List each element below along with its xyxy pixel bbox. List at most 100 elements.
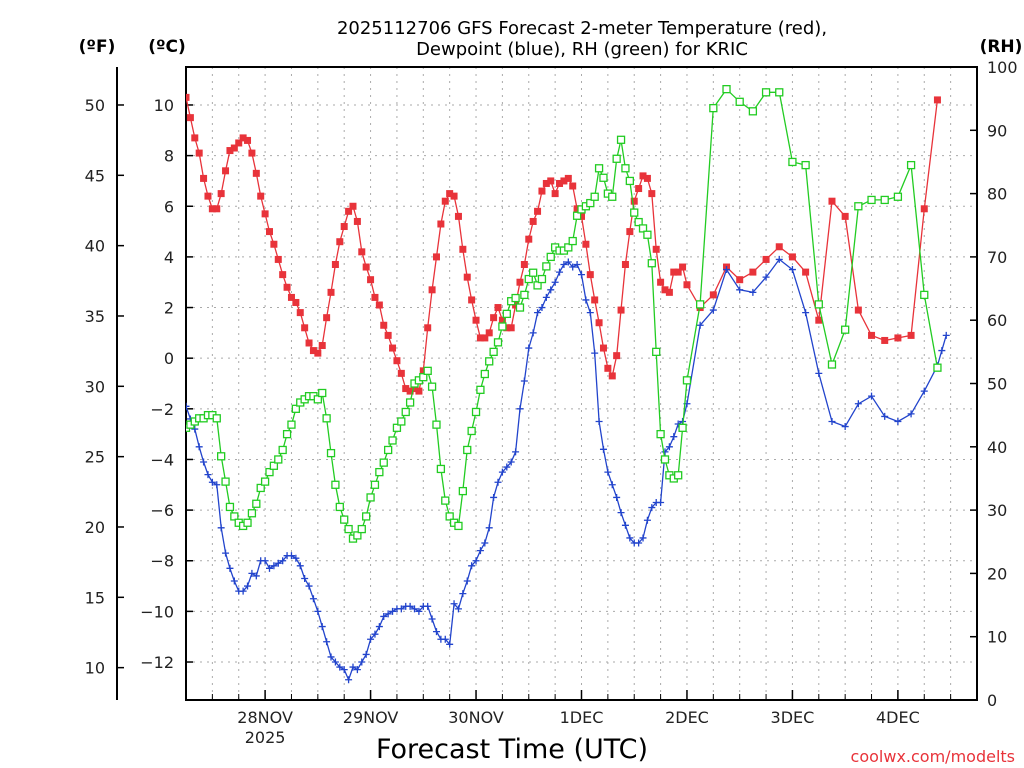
temperature-point [371,293,379,301]
temperature-point [788,253,796,261]
dewpoint-point [560,260,568,268]
dewpoint-point [265,564,273,572]
temperature-point [301,324,309,332]
temperature-point [802,268,810,276]
rh-point [454,521,463,531]
temperature-point [432,253,440,261]
series-plus [186,255,950,684]
rh-point [599,173,608,182]
rh-point [252,499,261,508]
dewpoint-point [556,268,564,276]
temperature-point [591,296,599,304]
temperature-point [595,319,603,327]
temperature-point [340,223,348,231]
dewpoint-point [828,417,836,425]
rh-point [362,512,371,521]
rh-point [674,471,683,480]
source-credit: coolwx.com/modelts [851,747,1015,766]
temperature-point [287,293,295,301]
dewpoint-point [305,582,313,590]
dewpoint-point [472,557,480,565]
rh-point [893,192,903,201]
temperature-point [643,174,651,182]
series-line [186,97,939,393]
unit-label-fahrenheit: (ºF) [79,37,116,57]
time-tick-label: 30NOV [448,708,504,727]
dewpoint-point [481,539,489,547]
dewpoint-point [380,612,388,620]
unit-label-rh: (RH) [980,37,1023,57]
temperature-point [226,147,234,155]
rh-point [647,259,656,268]
temperature-point [586,271,594,279]
rh-point [335,502,344,512]
celsius-tick-label: 10 [154,96,174,115]
temperature-point [494,304,502,312]
temperature-point [604,364,612,372]
temperature-point [318,342,326,350]
rh-point [568,236,577,246]
rh-point [269,461,279,470]
dewpoint-point [881,412,889,420]
rh-point [322,414,331,423]
rh-point [397,417,406,426]
temperature-point [323,314,331,322]
rh-point [379,458,388,467]
dewpoint-point [353,666,361,674]
temperature-point [894,334,902,342]
time-tick-label: 4DEC [876,708,920,727]
rh-point [801,160,810,170]
celsius-tick-label: −6 [150,501,174,520]
series-filled-square [186,93,941,395]
dewpoint-point [336,663,344,671]
dewpoint-point [547,286,555,294]
temperature-point [200,174,208,182]
rh-point [467,426,476,436]
time-tick-label: 2DEC [665,708,709,727]
dewpoint-point [564,258,572,266]
temperature-point [736,276,744,284]
fahrenheit-tick-label: 45 [85,166,105,185]
temperature-point [309,347,317,355]
rh-point [709,103,718,113]
dewpoint-point [432,628,440,636]
rh-point [867,195,876,205]
dewpoint-point [595,417,603,425]
temperature-point [463,273,471,281]
rh-point [625,176,634,186]
temperature-point [257,192,265,200]
temperature-point [626,228,634,236]
temperature-point [230,144,238,152]
temperature-point [191,134,199,142]
rh-point [493,338,503,347]
rh-tick-label: 30 [987,501,1007,520]
fahrenheit-tick-label: 50 [85,96,105,115]
dewpoint-point [397,605,405,613]
rh-point [533,281,542,290]
temperature-point [397,369,405,377]
rh-point [370,480,380,489]
temperature-point [481,334,489,342]
rh-point [221,477,230,486]
celsius-tick-label: −12 [140,653,174,672]
rh-point [489,347,498,357]
rh-tick-label: 60 [987,311,1007,330]
rh-point [313,395,322,404]
dewpoint-point [371,630,379,638]
dewpoint-point [512,448,520,456]
rh-tick-label: 100 [987,58,1018,77]
temperature-point [679,263,687,271]
temperature-point [547,177,555,185]
rh-point [256,483,265,493]
rh-point [230,512,239,521]
dewpoint-point [599,445,607,453]
dewpoint-point [441,635,449,643]
temperature-point [525,235,533,243]
temperature-point [428,286,436,294]
temperature-point [621,260,629,268]
celsius-tick-label: −2 [150,400,174,419]
rh-point [405,398,415,407]
temperature-point [384,331,392,339]
chart-title-line1: 2025112706 GFS Forecast 2-meter Temperat… [337,18,827,39]
dewpoint-point [327,653,335,661]
